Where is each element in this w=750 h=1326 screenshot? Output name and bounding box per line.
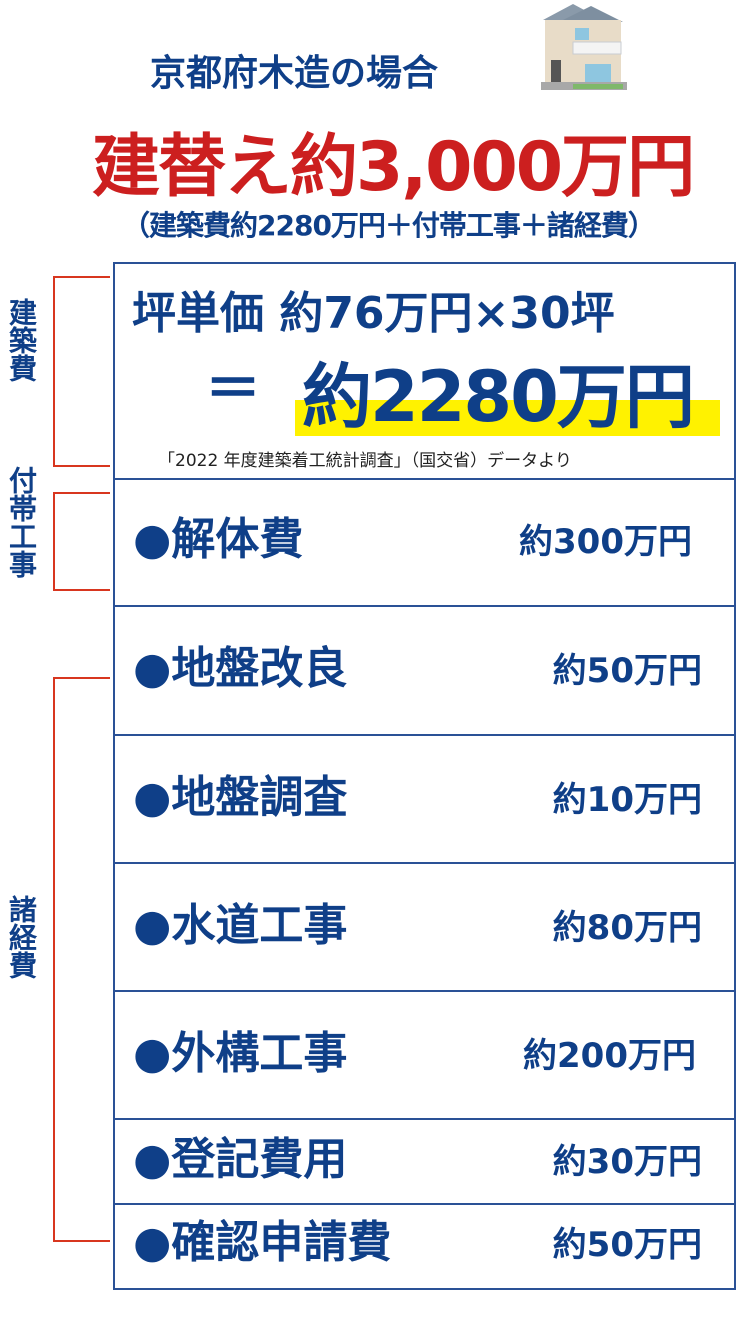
category-label-misc: 諸経費 — [5, 895, 38, 979]
item-name: ●確認申請費 — [133, 1217, 392, 1268]
item-value: 約10万円 — [552, 780, 702, 820]
item-value: 約50万円 — [552, 1225, 702, 1265]
category-label-construction: 建築費 — [5, 298, 38, 382]
highlight-marker — [295, 400, 720, 436]
bracket-construction — [53, 276, 110, 467]
item-value: 約80万円 — [552, 908, 702, 948]
headline-total: 建替え約3,000万円 — [92, 128, 695, 207]
breakdown-note: （建築費約2280万円＋付帯工事＋諸経費） — [122, 209, 656, 242]
list-item: ●登記費用 約30万円 — [113, 1120, 736, 1205]
subtitle: 京都府木造の場合 — [150, 53, 439, 94]
item-name: ●外構工事 — [133, 1028, 348, 1079]
construction-cost-result: 約2280万円 — [302, 356, 695, 438]
item-name: ●登記費用 — [133, 1134, 348, 1185]
formula: 坪単価 約76万円×30坪 — [132, 288, 615, 339]
category-label-incidental: 付帯工事 — [5, 466, 38, 578]
list-item: ●水道工事 約80万円 — [113, 864, 736, 992]
list-item: ●外構工事 約200万円 — [113, 992, 736, 1120]
list-item: ●確認申請費 約50万円 — [113, 1205, 736, 1290]
item-name: ●水道工事 — [133, 900, 348, 951]
item-name: ●解体費 — [133, 514, 304, 565]
construction-cost-box — [113, 262, 736, 480]
item-value: 約200万円 — [523, 1036, 696, 1076]
list-item: ●地盤調査 約10万円 — [113, 736, 736, 864]
bracket-misc — [53, 677, 110, 1242]
list-item: ●地盤改良 約50万円 — [113, 607, 736, 736]
item-value: 約30万円 — [552, 1142, 702, 1182]
list-item: ●解体費 約300万円 — [113, 478, 736, 607]
item-name: ●地盤改良 — [133, 643, 348, 694]
item-value: 約300万円 — [519, 522, 692, 562]
bracket-incidental — [53, 492, 110, 591]
source-note: 「2022 年度建築着工統計調査」（国交省）データより — [158, 451, 572, 471]
item-name: ●地盤調査 — [133, 772, 348, 823]
house-icon — [541, 4, 627, 90]
equals-sign: ＝ — [205, 357, 261, 422]
item-value: 約50万円 — [552, 651, 702, 691]
